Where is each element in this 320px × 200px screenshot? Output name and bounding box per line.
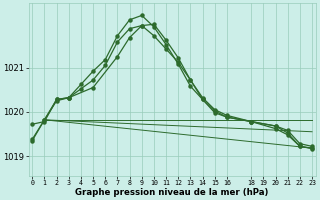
- X-axis label: Graphe pression niveau de la mer (hPa): Graphe pression niveau de la mer (hPa): [76, 188, 269, 197]
